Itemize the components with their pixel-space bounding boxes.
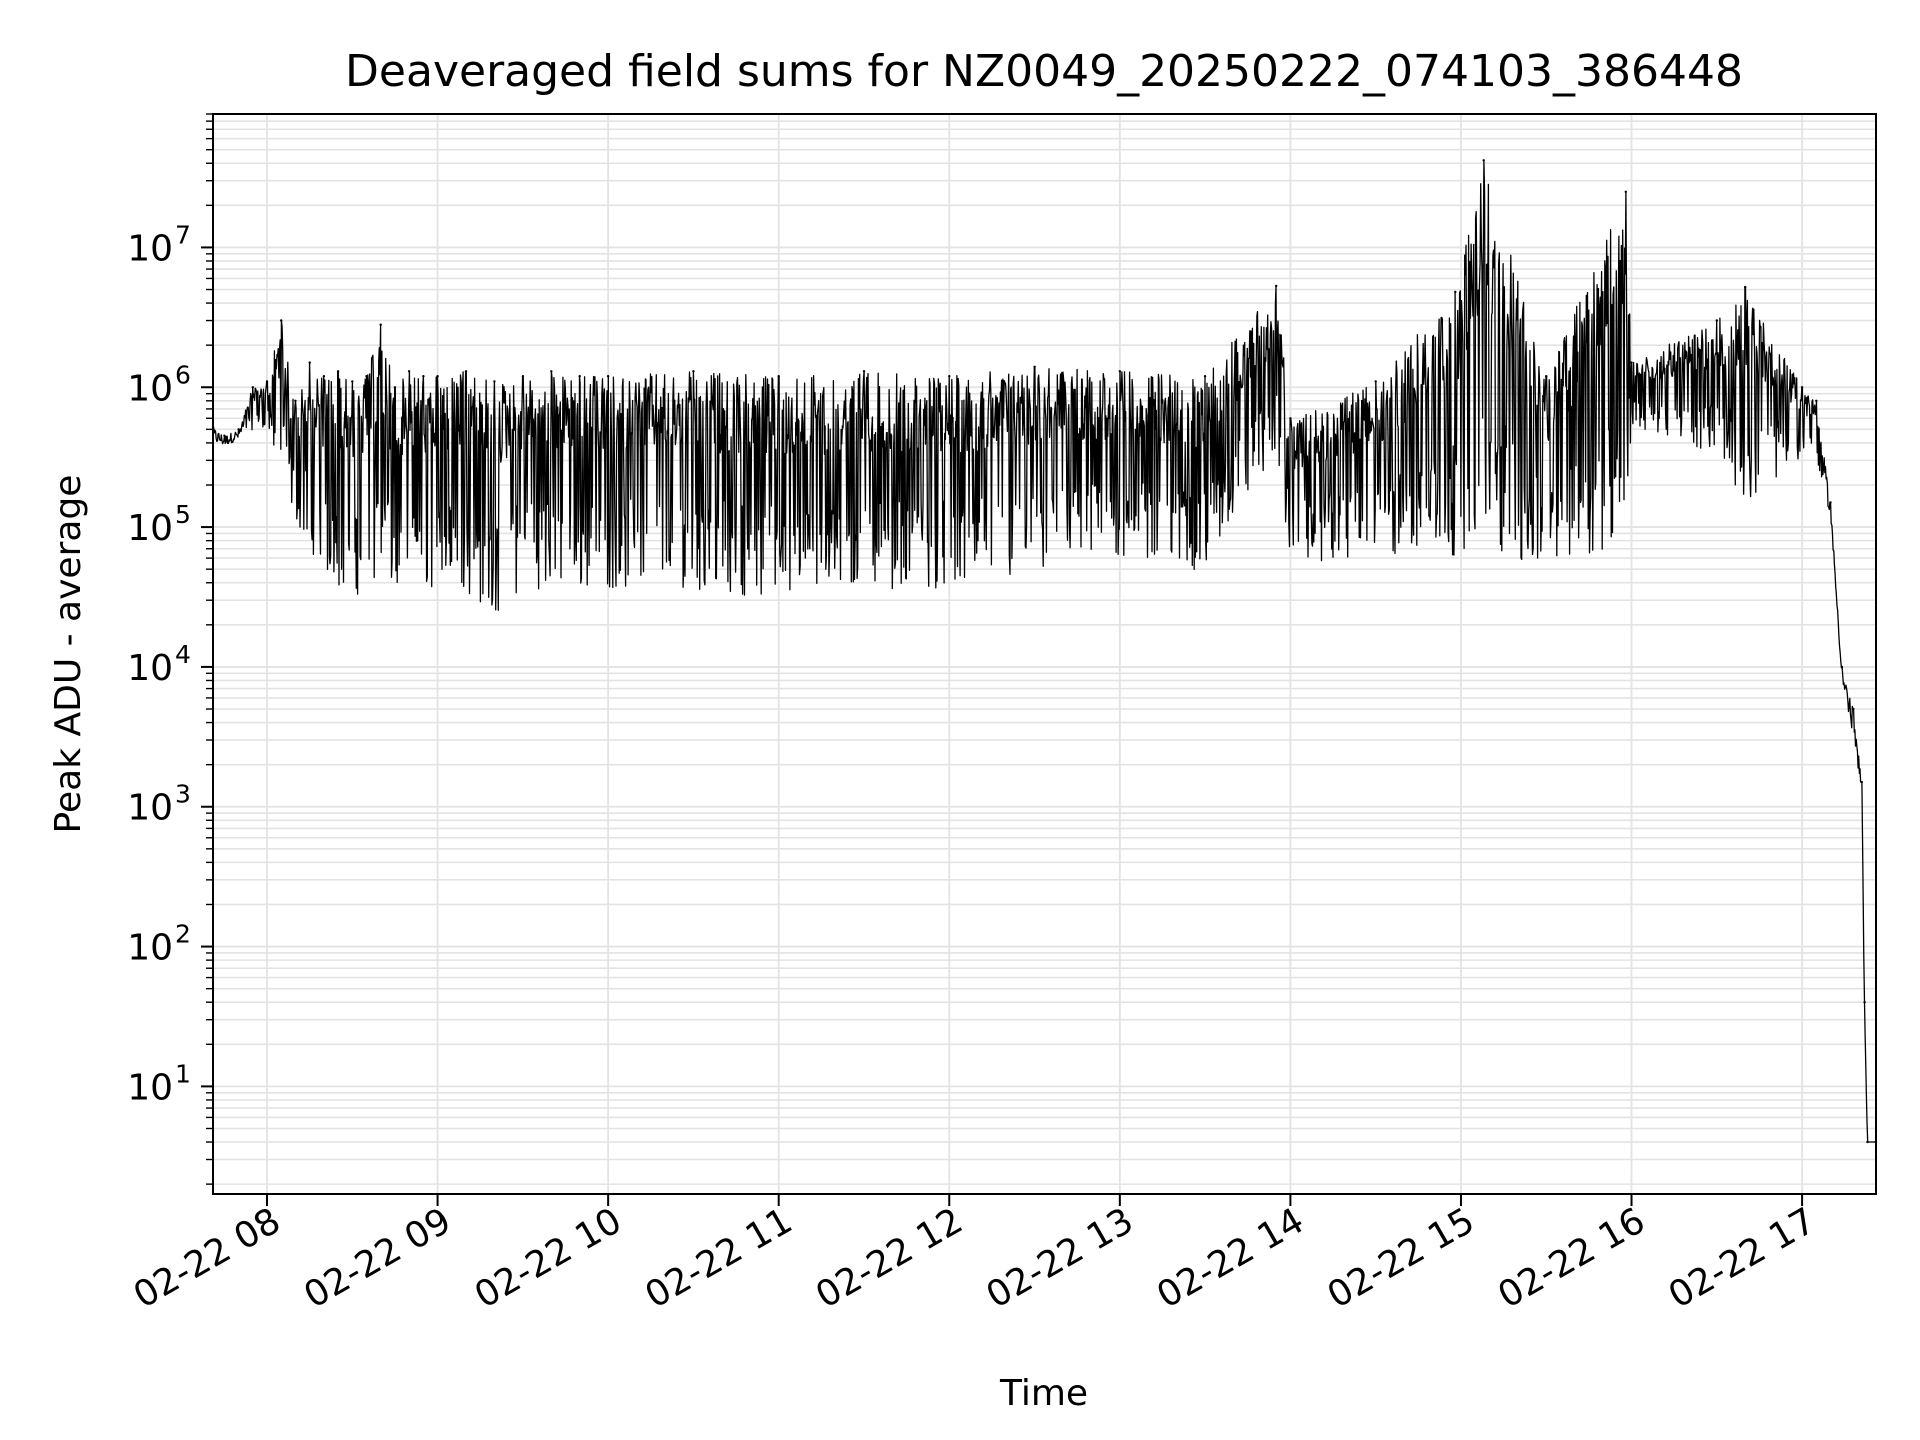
data-point [1866,1140,1869,1144]
data-point [862,370,866,373]
data-point [1482,159,1485,162]
y-tick-label: 10 [127,228,173,269]
data-point [1715,319,1719,322]
x-tick-label: 02-22 08 [127,1200,288,1316]
data-point [1374,380,1377,383]
x-tick-label: 02-22 09 [297,1200,458,1316]
data-point [365,375,368,378]
data-point [336,370,340,373]
y-tick-label-exponent: 2 [175,920,191,949]
data-point [1800,386,1804,389]
data-point [1545,375,1548,378]
data-point [237,428,240,431]
y-tick-label: 10 [127,928,173,969]
y-tick-label-exponent: 5 [175,500,191,529]
data-point [1860,780,1864,784]
y-tick-label: 10 [127,508,173,549]
data-point [1203,375,1207,378]
y-tick-label-exponent: 6 [175,360,191,389]
data-point [1815,399,1818,402]
data-point [393,386,397,389]
x-tick-label: 02-22 15 [1321,1200,1482,1316]
data-point [1630,361,1633,364]
data-point [1852,707,1855,711]
grid [213,113,1876,1194]
data-point [294,399,297,402]
x-tick-label: 02-22 14 [1150,1200,1311,1316]
y-axis-label: Peak ADU - average [48,475,89,834]
data-point [265,380,269,383]
x-tick-label: 02-22 11 [639,1200,800,1316]
data-point [1275,284,1278,288]
data-point [1454,290,1457,294]
data-point [280,319,283,322]
chart-title: Deaveraged field sums for NZ0049_2025022… [345,46,1743,97]
data-point [521,375,525,378]
y-tick-label: 10 [127,1067,173,1108]
x-axis-label: Time [999,1373,1088,1414]
data-point [1744,285,1747,289]
data-point [379,323,382,326]
series-line [212,159,1877,1143]
plot-frame [212,113,1877,1195]
data-point [606,375,610,378]
data-point [493,380,496,383]
x-tick-label: 02-22 17 [1662,1200,1823,1316]
y-tick-label: 10 [127,648,173,689]
data-point [223,434,226,437]
data-point [550,370,553,373]
data-point [1033,365,1036,368]
data-point [436,375,439,378]
data-point [948,375,951,378]
data-point [351,380,354,383]
data-point [308,361,311,364]
data-point [422,375,425,378]
data-point [1118,370,1122,373]
series-layer [211,159,1878,1144]
data-point [692,370,695,373]
x-tick-label: 02-22 10 [468,1200,629,1316]
y-tick-label: 10 [127,788,173,829]
data-point [1829,501,1832,504]
data-point [1289,417,1292,420]
data-point [1863,1001,1866,1004]
y-tick-label: 10 [127,368,173,409]
x-tick-label: 02-22 16 [1491,1200,1652,1316]
data-point [322,375,326,378]
data-point [1840,665,1844,669]
data-point [464,370,468,373]
data-point [407,370,411,373]
data-point [251,386,254,389]
data-point [1624,190,1628,193]
data-point [578,375,581,378]
data-point [777,375,780,378]
y-tick-label-exponent: 7 [175,220,191,249]
x-axis-ticks: 02-22 08 02-22 09 02-22 10 02-22 11 02-22 12… [127,1194,1823,1317]
y-tick-label-exponent: 4 [175,640,191,669]
y-tick-label-exponent: 3 [175,780,191,809]
x-tick-label: 02-22 12 [809,1200,970,1316]
y-tick-label-exponent: 1 [175,1059,191,1088]
x-tick-label: 02-22 13 [980,1200,1141,1316]
